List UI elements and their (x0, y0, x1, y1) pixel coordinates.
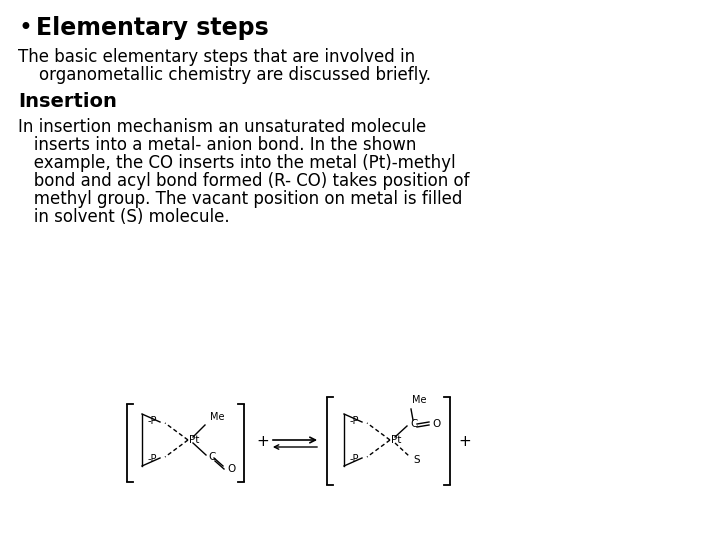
Text: +: + (256, 435, 269, 449)
Text: Me: Me (412, 395, 426, 405)
Text: In insertion mechanism an unsaturated molecule: In insertion mechanism an unsaturated mo… (18, 118, 426, 136)
Text: Insertion: Insertion (18, 92, 117, 111)
Text: Elementary steps: Elementary steps (36, 16, 269, 40)
Text: S: S (413, 455, 420, 465)
Text: O: O (432, 419, 440, 429)
Text: The basic elementary steps that are involved in: The basic elementary steps that are invo… (18, 48, 415, 66)
Text: -P: -P (349, 454, 359, 464)
Text: -P: -P (349, 416, 359, 426)
Text: methyl group. The vacant position on metal is filled: methyl group. The vacant position on met… (18, 190, 462, 208)
Text: in solvent (S) molecule.: in solvent (S) molecule. (18, 208, 230, 226)
Text: organometallic chemistry are discussed briefly.: organometallic chemistry are discussed b… (18, 66, 431, 84)
Text: Me: Me (210, 412, 225, 422)
Text: bond and acyl bond formed (R- CO) takes position of: bond and acyl bond formed (R- CO) takes … (18, 172, 469, 190)
Text: C: C (208, 452, 215, 462)
Text: inserts into a metal- anion bond. In the shown: inserts into a metal- anion bond. In the… (18, 136, 416, 154)
Text: Pt: Pt (189, 435, 199, 445)
Text: -P: -P (148, 454, 157, 464)
Text: example, the CO inserts into the metal (Pt)-methyl: example, the CO inserts into the metal (… (18, 154, 456, 172)
Text: O: O (227, 464, 235, 474)
Text: C: C (410, 419, 418, 429)
Text: +: + (458, 435, 471, 449)
Text: -P: -P (148, 416, 157, 426)
Text: Pt: Pt (391, 435, 401, 445)
Text: •: • (18, 16, 32, 40)
